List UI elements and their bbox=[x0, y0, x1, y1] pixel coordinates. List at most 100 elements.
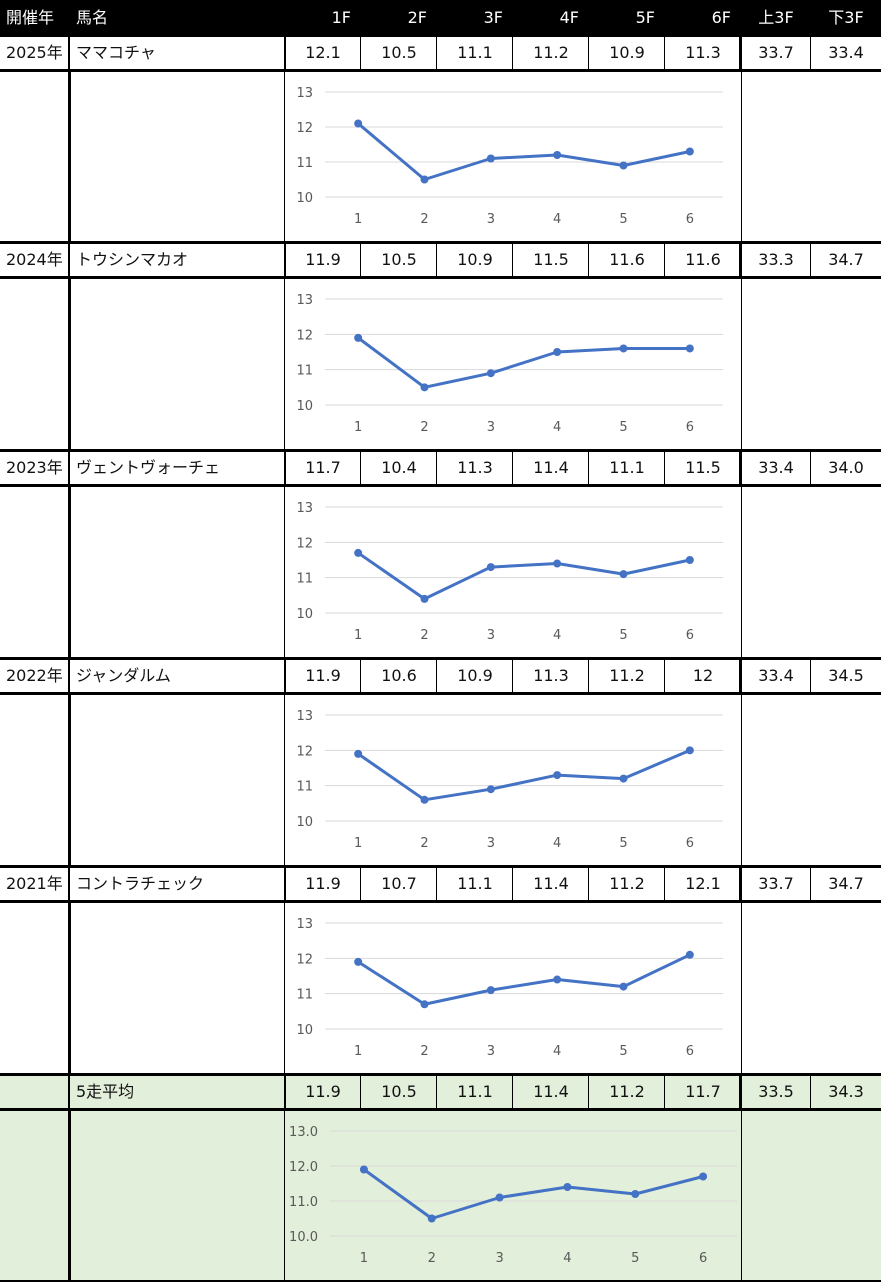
header-split-1: 1F bbox=[331, 8, 351, 27]
cell-split-4: 11.2 bbox=[533, 43, 569, 62]
x-tick-label: 1 bbox=[354, 628, 362, 643]
cell-split-4: 11.5 bbox=[533, 250, 569, 269]
x-tick-label: 5 bbox=[619, 212, 627, 227]
grid-line bbox=[739, 1075, 742, 1108]
x-tick-label: 5 bbox=[619, 836, 627, 851]
grid-line bbox=[0, 692, 881, 695]
x-tick-label: 4 bbox=[553, 420, 561, 435]
data-point bbox=[359, 1165, 368, 1174]
data-point bbox=[553, 151, 562, 159]
grid-line bbox=[436, 1075, 437, 1108]
cell-year: 2024年 bbox=[6, 250, 63, 269]
data-point bbox=[685, 147, 694, 156]
y-tick-label: 13 bbox=[296, 86, 313, 101]
cell-split-6: 11.3 bbox=[685, 43, 721, 62]
grid-line bbox=[810, 36, 811, 69]
x-tick-label: 6 bbox=[686, 1044, 694, 1059]
data-point bbox=[619, 570, 628, 579]
cell-split-1: 11.9 bbox=[305, 874, 341, 893]
x-tick-label: 3 bbox=[487, 1044, 495, 1059]
data-point bbox=[553, 559, 562, 568]
cell-split-6: 11.6 bbox=[685, 250, 721, 269]
header-split-5: 5F bbox=[635, 8, 655, 27]
cell-year: 2023年 bbox=[6, 458, 63, 477]
grid-line bbox=[0, 449, 881, 452]
header-split-6: 6F bbox=[711, 8, 731, 27]
cell-split-6: 11.7 bbox=[685, 1082, 721, 1101]
grid-line bbox=[664, 36, 665, 69]
data-point bbox=[553, 348, 562, 356]
data-point bbox=[486, 986, 495, 995]
cell-split-4: 11.4 bbox=[533, 874, 569, 893]
data-point bbox=[685, 950, 694, 959]
cell-split-2: 10.4 bbox=[381, 458, 417, 477]
y-tick-label: 10.0 bbox=[289, 1230, 318, 1245]
grid-line bbox=[68, 1110, 71, 1282]
y-tick-label: 13.0 bbox=[289, 1125, 318, 1140]
grid-line bbox=[360, 659, 361, 692]
x-tick-label: 3 bbox=[495, 1251, 503, 1266]
y-tick-label: 13 bbox=[296, 709, 313, 724]
data-point bbox=[486, 563, 495, 572]
grid-line bbox=[588, 36, 589, 69]
grid-line bbox=[68, 867, 70, 900]
data-point bbox=[354, 548, 363, 557]
grid-line bbox=[68, 1075, 70, 1108]
grid-line bbox=[512, 243, 513, 276]
cell-split-3: 11.1 bbox=[457, 874, 493, 893]
grid-line bbox=[588, 243, 589, 276]
data-point bbox=[553, 771, 562, 780]
grid-line bbox=[436, 451, 437, 484]
grid-line bbox=[512, 867, 513, 900]
grid-line bbox=[664, 1075, 665, 1108]
grid-line bbox=[68, 694, 71, 865]
grid-line bbox=[588, 451, 589, 484]
grid-line bbox=[68, 659, 70, 692]
cell-first3: 33.7 bbox=[758, 874, 794, 893]
series-line bbox=[357, 336, 690, 389]
grid-line bbox=[0, 69, 881, 72]
grid-line bbox=[741, 694, 742, 865]
cell-last3: 34.3 bbox=[828, 1082, 864, 1101]
header-split-4: 4F bbox=[559, 8, 579, 27]
data-point bbox=[495, 1193, 504, 1202]
grid-line bbox=[360, 243, 361, 276]
cell-split-4: 11.4 bbox=[533, 458, 569, 477]
header-year: 開催年 bbox=[6, 8, 55, 27]
x-tick-label: 4 bbox=[553, 1044, 561, 1059]
grid-line bbox=[0, 1108, 881, 1111]
x-tick-label: 4 bbox=[553, 212, 561, 227]
grid-line bbox=[0, 1073, 881, 1076]
x-tick-label: 2 bbox=[420, 1044, 428, 1059]
data-point bbox=[420, 594, 429, 603]
grid-line bbox=[360, 1075, 361, 1108]
cell-horse-name: コントラチェック bbox=[76, 874, 205, 893]
cell-year: 2025年 bbox=[6, 43, 63, 62]
grid-line bbox=[0, 865, 881, 868]
cell-year: 2022年 bbox=[6, 666, 63, 685]
cell-split-2: 10.6 bbox=[381, 666, 417, 685]
cell-split-5: 11.2 bbox=[609, 874, 645, 893]
y-tick-label: 13 bbox=[296, 917, 313, 932]
y-tick-label: 11 bbox=[296, 156, 313, 171]
data-point bbox=[685, 556, 694, 564]
x-tick-label: 1 bbox=[354, 1044, 362, 1059]
grid-line bbox=[0, 241, 881, 244]
grid-line bbox=[284, 1110, 285, 1282]
x-tick-label: 6 bbox=[699, 1251, 707, 1266]
x-tick-label: 4 bbox=[553, 836, 561, 851]
x-tick-label: 5 bbox=[619, 1044, 627, 1059]
cell-horse-name: ヴェントヴォーチェ bbox=[76, 458, 221, 477]
grid-line bbox=[0, 657, 881, 660]
grid-line bbox=[0, 900, 881, 903]
data-point bbox=[563, 1183, 572, 1191]
data-point bbox=[699, 1172, 708, 1181]
data-point bbox=[354, 957, 363, 966]
y-tick-label: 11 bbox=[296, 572, 313, 587]
grid-line bbox=[512, 36, 513, 69]
y-tick-label: 12 bbox=[296, 328, 313, 343]
grid-line bbox=[0, 34, 881, 37]
